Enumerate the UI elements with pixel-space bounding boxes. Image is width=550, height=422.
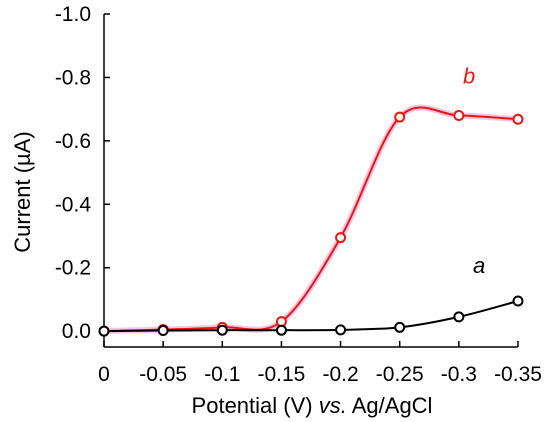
data-point xyxy=(512,113,524,125)
x-axis-title-main: Potential (V) xyxy=(192,393,319,418)
y-tick-label: -0.6 xyxy=(55,130,91,153)
data-point xyxy=(335,324,347,336)
series-a: a xyxy=(98,253,524,337)
x-tick-label: -0.25 xyxy=(376,363,424,386)
series-b-glow xyxy=(103,104,519,335)
series-label-a: a xyxy=(473,253,485,278)
data-point xyxy=(512,295,524,307)
data-point xyxy=(98,325,110,337)
x-tick-label: 0 xyxy=(98,363,110,386)
y-tick-label: -1.0 xyxy=(55,3,91,26)
y-tick-label: -0.4 xyxy=(55,193,92,216)
y-tick-label: 0.0 xyxy=(62,320,91,343)
x-tick-label: -0.35 xyxy=(494,363,542,386)
x-tick-label: -0.3 xyxy=(441,363,477,386)
y-tick-label: -0.8 xyxy=(55,66,91,89)
x-tick-label: -0.1 xyxy=(204,363,240,386)
x-axis-title-ref: Ag/AgCl xyxy=(347,393,433,418)
data-point xyxy=(275,324,287,336)
y-axis: 0.0 -0.2 -0.4 -0.6 -0.8 -1.0 xyxy=(55,3,110,343)
x-tick-label: -0.05 xyxy=(139,363,187,386)
series-layer: ba xyxy=(98,63,524,337)
y-tick-label: -0.2 xyxy=(55,257,91,280)
series-label-b: b xyxy=(463,63,475,88)
series-b: b xyxy=(98,63,524,337)
x-tick-label: -0.15 xyxy=(257,363,305,386)
data-point xyxy=(394,321,406,333)
data-point xyxy=(216,324,228,336)
data-point xyxy=(453,109,465,121)
series-b-line xyxy=(103,106,519,333)
x-axis: 0 -0.05 -0.1 -0.15 -0.2 -0.25 -0.3 -0.35 xyxy=(98,341,542,386)
plot-frame xyxy=(103,14,518,348)
data-point xyxy=(335,232,347,244)
x-axis-title: Potential (V) vs. Ag/AgCl xyxy=(192,393,433,418)
data-point xyxy=(394,111,406,123)
x-tick-label: -0.2 xyxy=(322,363,358,386)
y-axis-title: Current (µA) xyxy=(10,131,35,252)
x-axis-title-vs: vs. xyxy=(319,393,347,418)
data-point xyxy=(453,311,465,323)
data-point xyxy=(157,325,169,337)
